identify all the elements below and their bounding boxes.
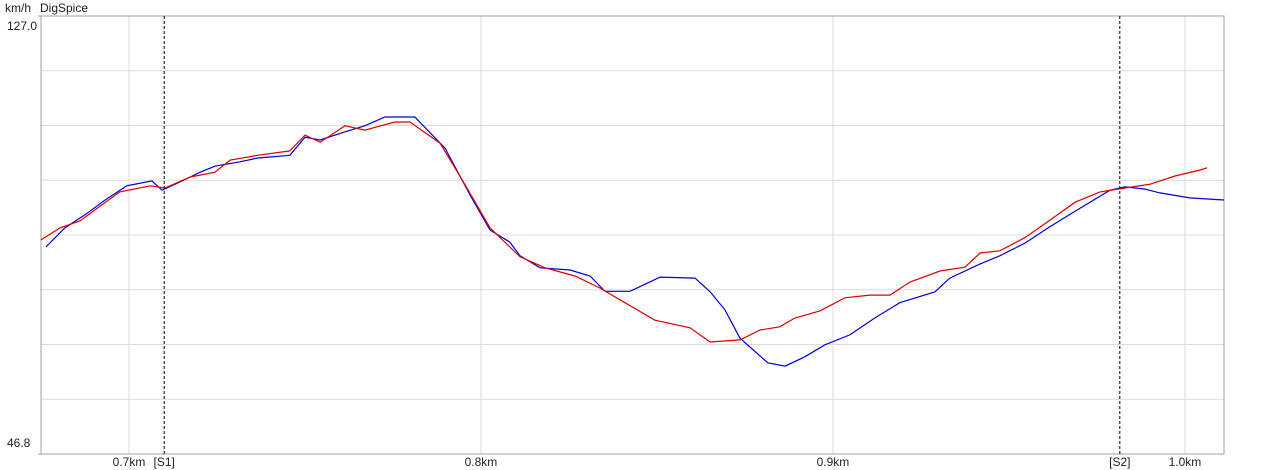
x-tick-label: 1.0km xyxy=(1169,455,1202,469)
chart-title: DigSpice xyxy=(40,1,88,15)
y-tick-label: 127.0 xyxy=(7,19,37,33)
y-tick-label: 46.8 xyxy=(7,436,31,450)
section-label: [S1] xyxy=(154,455,175,469)
section-label: [S2] xyxy=(1109,455,1130,469)
section-label-bg xyxy=(1104,456,1135,470)
series-line xyxy=(45,116,1225,367)
section-label-bg xyxy=(149,456,180,470)
x-tick-label: 0.8km xyxy=(465,455,498,469)
y-axis-label: km/h xyxy=(5,1,31,15)
series-line xyxy=(40,121,1208,343)
plot-frame xyxy=(40,15,1225,455)
x-tick-label: 0.7km xyxy=(113,455,146,469)
x-tick-label: 0.9km xyxy=(817,455,850,469)
